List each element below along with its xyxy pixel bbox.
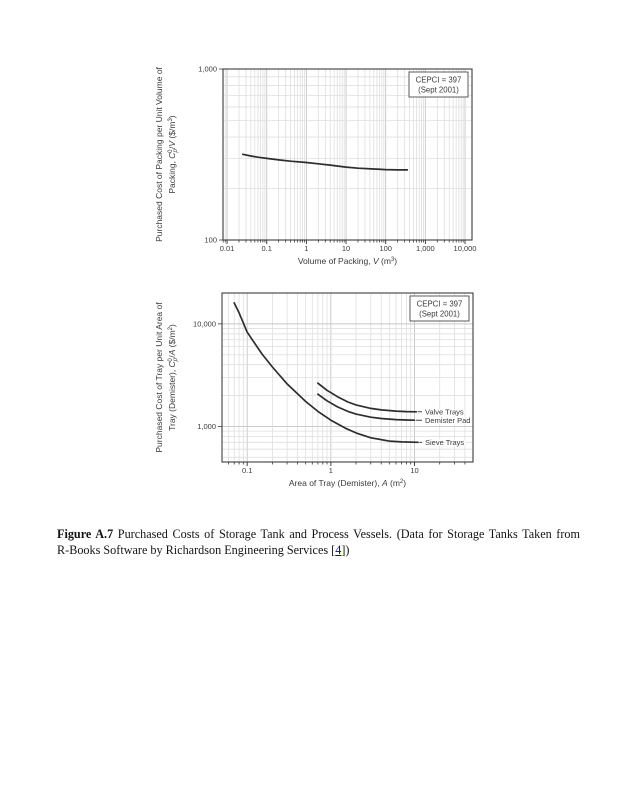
caption-reference-link[interactable]: 4: [335, 542, 342, 557]
series-label-sieve-trays: Sieve Trays: [425, 438, 464, 447]
series-label-valve-trays: Valve Trays: [425, 407, 464, 416]
x-tick-label: 10: [410, 466, 418, 475]
x-tick-label: 0.1: [262, 244, 272, 253]
tray-cost-chart: 0.1 1 10 1,000 10,000 Area of Tray (Demister)…: [154, 292, 474, 488]
y-tick-label: 100: [204, 236, 217, 245]
x-axis-label: Volume of Packing, V (m3): [298, 256, 397, 266]
caption-text: Purchased Costs of Storage Tank and Proc…: [117, 527, 580, 541]
y-tick-label: 1,000: [197, 422, 216, 431]
figure-tray-cost: 0.1 1 10 1,000 10,000 Area of Tray (Demister)…: [140, 282, 500, 507]
caption-line-2: R-Books Software by Richardson Engineeri…: [57, 543, 580, 559]
cepci-annotation-text: (Sept 2001): [419, 310, 460, 319]
packing-cost-chart: 0.01 0.1 1 10 100 1,000 10,000 100 1,000 Volume o…: [154, 65, 477, 266]
x-tick-label: 0.01: [220, 244, 235, 253]
series-valve-trays: [317, 382, 418, 413]
figure-caption: Figure A.7 Purchased Costs of Storage Ta…: [57, 527, 580, 558]
x-tick-label: 100: [379, 244, 392, 253]
y-tick-label: 10,000: [193, 319, 216, 328]
cepci-annotation-text: (Sept 2001): [418, 86, 459, 95]
y-axis-label: Purchased Cost of Tray per Unit Area of: [154, 302, 164, 453]
y-axis-label: Tray (Demister), Cp0/A ($/m2): [167, 324, 179, 431]
caption-label: Figure A.7: [57, 527, 114, 541]
cepci-annotation-box: [408, 71, 469, 98]
x-axis-label: Area of Tray (Demister), A (m2): [289, 478, 406, 488]
x-tick-label: 1: [304, 244, 308, 253]
series-packing: [241, 153, 409, 171]
series-label-demister-pad: Demister Pad: [425, 416, 470, 425]
caption-text-2: R-Books Software by Richardson Engineeri…: [57, 542, 336, 557]
x-tick-label: 0.1: [242, 466, 252, 475]
caption-line-1: Figure A.7 Purchased Costs of Storage Ta…: [57, 527, 580, 543]
y-tick-label: 1,000: [198, 65, 217, 74]
cepci-annotation-text: CEPCI = 397: [417, 300, 463, 309]
x-tick-label: 10: [342, 244, 350, 253]
cepci-annotation-box: [409, 295, 470, 322]
figure-packing-cost: 0.01 0.1 1 10 100 1,000 10,000 100 1,000 Volume o…: [140, 50, 500, 275]
plot-area: [222, 68, 473, 241]
x-tick-label: 1,000: [416, 244, 435, 253]
x-tick-label: 10,000: [454, 244, 477, 253]
cepci-annotation-text: CEPCI = 397: [416, 76, 462, 85]
plot-area: [221, 292, 474, 463]
y-axis-label: Packing, Cp0/V ($/m3): [167, 115, 179, 193]
series-demister-pad: [317, 393, 416, 422]
caption-text-3: ]): [341, 542, 350, 557]
y-axis-label: Purchased Cost of Packing per Unit Volum…: [154, 66, 164, 241]
series-sieve-trays: [233, 302, 419, 444]
x-tick-label: 1: [329, 466, 333, 475]
